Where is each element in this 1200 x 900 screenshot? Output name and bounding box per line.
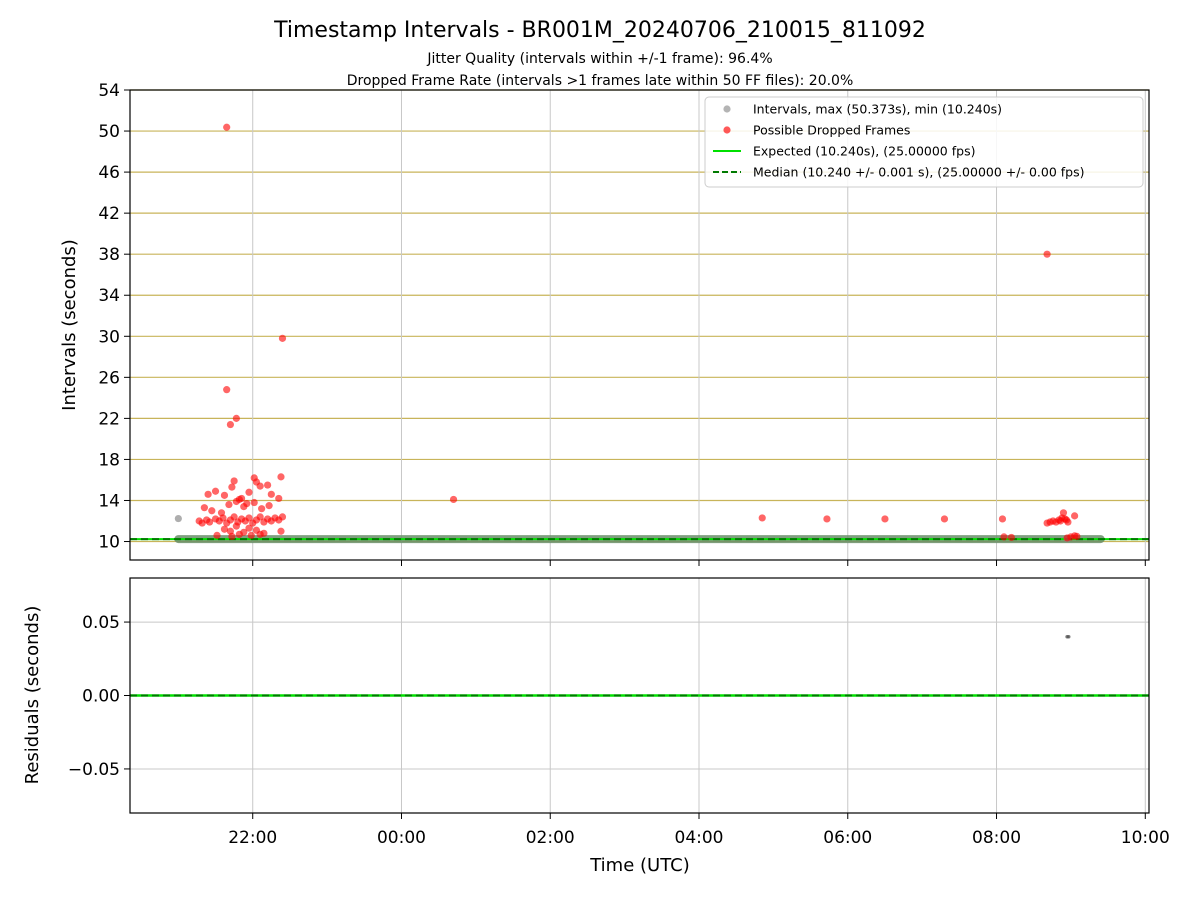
intervals-y-tick-label: 10 <box>98 533 120 553</box>
dropped-frame-point <box>230 513 238 521</box>
dropped-frame-point <box>232 522 240 530</box>
legend-label: Intervals, max (50.373s), min (10.240s) <box>753 102 1002 117</box>
dropped-frame-point <box>245 514 253 522</box>
intervals-y-tick-label: 38 <box>98 245 120 265</box>
dropped-frame-point <box>1000 533 1008 541</box>
intervals-y-tick-label: 22 <box>98 409 120 429</box>
dropped-frame-point <box>823 515 831 523</box>
dropped-frame-point <box>220 491 229 499</box>
residual-point <box>1066 634 1071 639</box>
chart-title: Timestamp Intervals - BR001M_20240706_21… <box>273 18 926 43</box>
dropped-frame-point <box>256 482 264 490</box>
legend-marker <box>723 126 731 134</box>
dropped-frame-point <box>204 490 212 498</box>
dropped-frame-point <box>278 513 287 521</box>
dropped-frame-point <box>278 334 287 342</box>
dropped-frame-point <box>245 524 253 532</box>
dropped-frame-point <box>265 502 273 510</box>
intervals-plot-frame <box>129 89 1150 561</box>
intervals-y-tick-label: 46 <box>98 163 120 183</box>
residuals-plot-frame <box>129 577 1150 814</box>
intervals-y-tick-label: 26 <box>98 368 120 388</box>
x-tick-label: 08:00 <box>972 828 1021 848</box>
legend: Intervals, max (50.373s), min (10.240s) P… <box>704 96 1144 188</box>
legend-marker <box>723 105 731 113</box>
intervals-y-tick-label: 14 <box>98 491 120 511</box>
dropped-frame-point <box>247 531 255 539</box>
dropped-frame-point <box>1071 512 1079 520</box>
dropped-frame-point <box>208 507 216 515</box>
x-tick-label: 22:00 <box>228 828 277 848</box>
dropped-frame-point <box>250 498 258 507</box>
intervals-y-tick-label: 30 <box>98 327 120 347</box>
legend-box <box>704 96 1144 188</box>
dropped-frame-point <box>258 505 266 513</box>
dropped-frame-point <box>219 514 227 522</box>
dropped-frame-point <box>230 477 238 485</box>
intervals-y-tick-label: 34 <box>98 286 120 306</box>
dropped-frame-point <box>256 530 264 538</box>
residuals-y-tick-label: −0.05 <box>68 760 120 780</box>
dropped-frame-point <box>225 500 233 509</box>
dropped-frame-point <box>228 483 236 491</box>
x-tick-label: 06:00 <box>823 828 872 848</box>
intervals-y-tick-label: 54 <box>98 81 120 101</box>
legend-label: Possible Dropped Frames <box>753 123 910 138</box>
dropped-frame-point <box>200 504 208 512</box>
dropped-frame-point <box>277 527 285 535</box>
dropped-frame-point <box>256 513 264 521</box>
intervals-y-tick-label: 18 <box>98 450 120 470</box>
residuals-y-tick-label: 0.00 <box>82 687 120 707</box>
dropped-frame-point <box>223 123 231 131</box>
dropped-frame-point <box>1043 250 1051 258</box>
dropped-frame-point <box>228 532 236 540</box>
legend-label: Expected (10.240s), (25.00000 fps) <box>753 144 975 159</box>
x-tick-label: 10:00 <box>1121 828 1170 848</box>
x-tick-label: 00:00 <box>377 828 426 848</box>
dropped-frame-point <box>940 515 949 523</box>
dropped-frame-point <box>1073 532 1081 540</box>
x-axis-label: Time (UTC) <box>589 855 690 876</box>
dropped-frame-point <box>235 495 243 504</box>
dropped-frame-point <box>267 490 275 498</box>
residuals-panel: 0.05 0.00 −0.05 22:00 00:00 02:00 04:00 06:00 08… <box>68 577 1170 848</box>
x-tick-label: 02:00 <box>526 828 575 848</box>
intervals-y-tick-label: 42 <box>98 204 120 224</box>
dropped-frame-point <box>245 488 253 496</box>
dropped-frame-point <box>1064 518 1072 526</box>
dropped-frame-point <box>881 515 889 523</box>
legend-label: Median (10.240 +/- 0.001 s), (25.00000 +… <box>753 165 1084 180</box>
residuals-y-axis-label: Residuals (seconds) <box>22 606 43 785</box>
intervals-y-axis-label: Intervals (seconds) <box>59 239 80 411</box>
dropped-frame-point <box>449 495 458 504</box>
residuals-y-tick-label: 0.05 <box>82 613 120 633</box>
dropped-frame-point <box>213 531 221 539</box>
dropped-frame-point <box>211 487 220 495</box>
dropped-frame-point <box>277 473 285 481</box>
dropped-frame-point <box>275 494 283 503</box>
dropped-frame-point <box>205 518 214 526</box>
dropped-frame-point <box>235 530 243 538</box>
dropped-frame-point <box>1059 509 1068 517</box>
dropped-frame-point <box>264 481 272 489</box>
dropped-frame-point <box>1007 533 1015 542</box>
dropped-frame-point <box>998 515 1007 523</box>
dropped-frame-point <box>226 420 235 429</box>
dropped-frame-point <box>758 514 766 522</box>
chart-subtitle-jitter: Jitter Quality (intervals within +/-1 fr… <box>426 51 772 67</box>
interval-point <box>174 514 182 523</box>
dropped-frame-point <box>232 414 240 422</box>
dropped-frame-point <box>243 499 251 508</box>
chart-subtitle-dropped: Dropped Frame Rate (intervals >1 frames … <box>347 73 854 89</box>
dropped-frame-point <box>220 525 229 533</box>
intervals-y-tick-label: 50 <box>98 122 120 142</box>
dropped-frame-point <box>223 386 231 394</box>
x-tick-label: 04:00 <box>675 828 724 848</box>
